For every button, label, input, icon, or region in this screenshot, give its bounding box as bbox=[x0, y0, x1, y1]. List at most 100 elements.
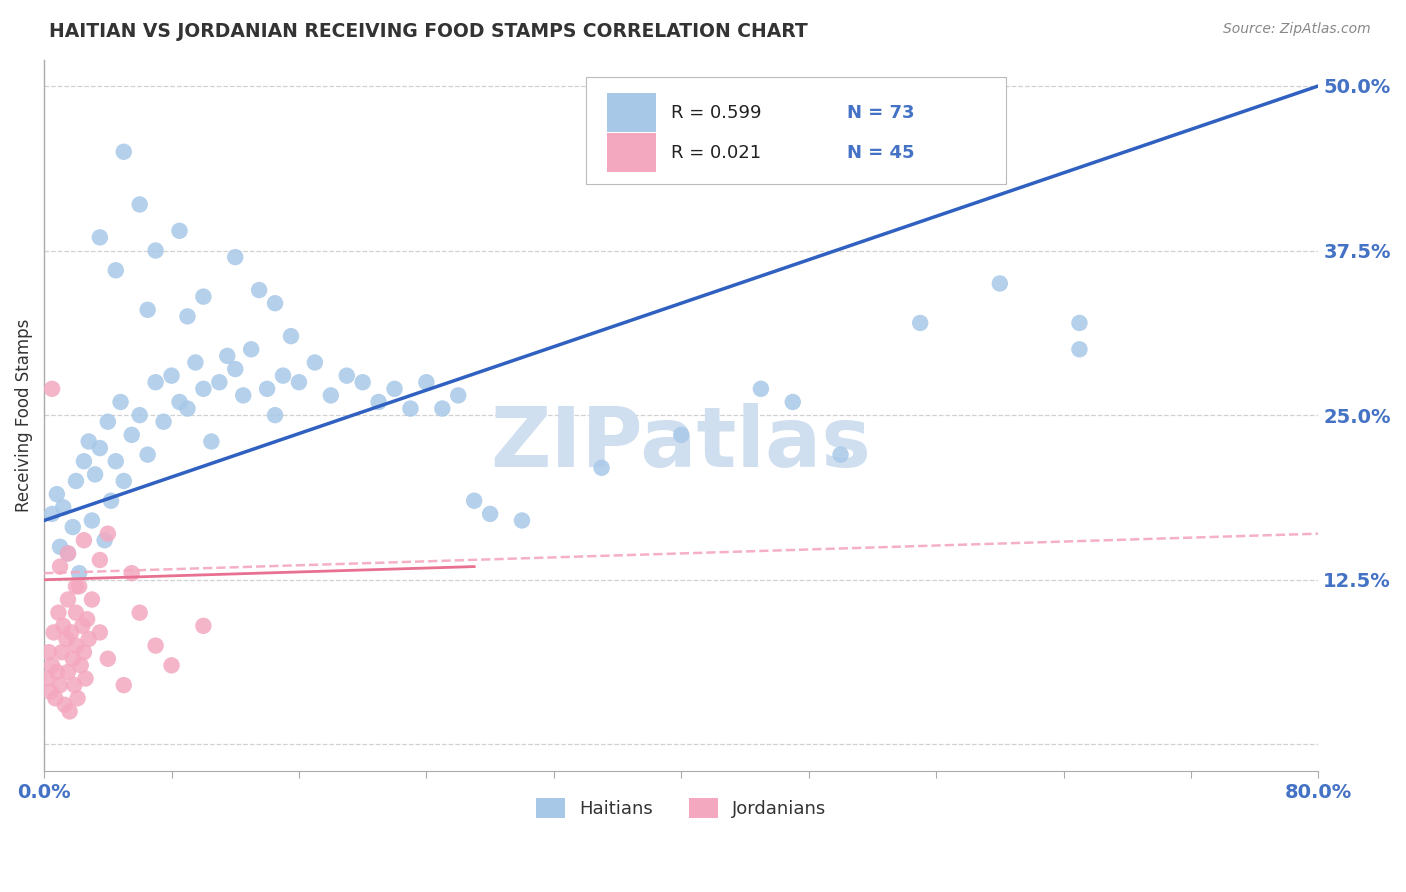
Point bbox=[76, 612, 98, 626]
Legend: Haitians, Jordanians: Haitians, Jordanians bbox=[529, 790, 834, 826]
Point bbox=[62, 652, 84, 666]
Point bbox=[749, 382, 772, 396]
Point bbox=[97, 652, 120, 666]
Point bbox=[80, 592, 103, 607]
Point bbox=[110, 395, 132, 409]
Point bbox=[69, 658, 91, 673]
Point bbox=[217, 349, 239, 363]
Point bbox=[193, 619, 215, 633]
Point bbox=[319, 388, 342, 402]
Point bbox=[128, 408, 150, 422]
Point bbox=[176, 310, 198, 324]
Point bbox=[399, 401, 422, 416]
Point bbox=[89, 230, 111, 244]
Point bbox=[128, 197, 150, 211]
Point bbox=[56, 546, 79, 560]
Point bbox=[432, 401, 454, 416]
Point bbox=[479, 507, 502, 521]
Point bbox=[988, 277, 1011, 291]
Point bbox=[463, 493, 485, 508]
Point bbox=[97, 526, 120, 541]
Point bbox=[352, 376, 374, 390]
Point bbox=[160, 658, 183, 673]
Point bbox=[240, 343, 263, 357]
Point bbox=[280, 329, 302, 343]
Point bbox=[49, 678, 72, 692]
Point bbox=[384, 382, 406, 396]
Point bbox=[89, 441, 111, 455]
Point bbox=[271, 368, 294, 383]
Point bbox=[112, 678, 135, 692]
Point bbox=[52, 500, 75, 515]
Point bbox=[73, 533, 96, 548]
Point bbox=[160, 368, 183, 383]
Text: R = 0.021: R = 0.021 bbox=[671, 144, 761, 161]
Point bbox=[37, 672, 59, 686]
Text: HAITIAN VS JORDANIAN RECEIVING FOOD STAMPS CORRELATION CHART: HAITIAN VS JORDANIAN RECEIVING FOOD STAM… bbox=[49, 22, 808, 41]
Point bbox=[671, 428, 693, 442]
Point bbox=[104, 454, 127, 468]
Point bbox=[65, 639, 87, 653]
Point bbox=[77, 434, 100, 449]
Point bbox=[56, 546, 79, 560]
Point bbox=[152, 415, 174, 429]
Point bbox=[1069, 343, 1091, 357]
Point bbox=[44, 691, 66, 706]
Point bbox=[89, 625, 111, 640]
Point bbox=[45, 665, 67, 679]
Point bbox=[42, 625, 65, 640]
Point bbox=[104, 263, 127, 277]
Point bbox=[100, 493, 122, 508]
Point bbox=[136, 302, 159, 317]
Point bbox=[176, 401, 198, 416]
Point bbox=[58, 705, 80, 719]
Point bbox=[336, 368, 359, 383]
Point bbox=[65, 474, 87, 488]
Point bbox=[169, 395, 191, 409]
Point bbox=[288, 376, 311, 390]
Point bbox=[830, 448, 852, 462]
Point bbox=[136, 448, 159, 462]
Point bbox=[264, 408, 287, 422]
Point bbox=[200, 434, 222, 449]
Point bbox=[184, 355, 207, 369]
Text: ZIPatlas: ZIPatlas bbox=[491, 403, 872, 484]
Point bbox=[224, 250, 246, 264]
Point bbox=[1069, 316, 1091, 330]
Point bbox=[97, 415, 120, 429]
Point bbox=[193, 290, 215, 304]
Point bbox=[415, 376, 437, 390]
Point bbox=[48, 606, 70, 620]
Point bbox=[112, 474, 135, 488]
Point bbox=[908, 316, 931, 330]
Point bbox=[80, 514, 103, 528]
Point bbox=[73, 454, 96, 468]
Point bbox=[67, 566, 90, 581]
Point bbox=[65, 606, 87, 620]
Point bbox=[65, 579, 87, 593]
Point bbox=[38, 645, 60, 659]
Bar bbox=[607, 94, 655, 132]
Point bbox=[208, 376, 231, 390]
Point bbox=[49, 540, 72, 554]
Point bbox=[56, 592, 79, 607]
Point bbox=[73, 645, 96, 659]
Y-axis label: Receiving Food Stamps: Receiving Food Stamps bbox=[15, 318, 32, 512]
Point bbox=[67, 579, 90, 593]
Point bbox=[128, 606, 150, 620]
Point bbox=[49, 559, 72, 574]
Point bbox=[51, 645, 73, 659]
Point bbox=[510, 514, 533, 528]
Point bbox=[447, 388, 470, 402]
Point bbox=[75, 672, 97, 686]
Point bbox=[112, 145, 135, 159]
Point bbox=[367, 395, 389, 409]
Point bbox=[66, 691, 89, 706]
Point bbox=[52, 619, 75, 633]
Point bbox=[232, 388, 254, 402]
Point bbox=[247, 283, 270, 297]
Text: R = 0.599: R = 0.599 bbox=[671, 103, 762, 122]
Point bbox=[41, 507, 63, 521]
Point bbox=[41, 382, 63, 396]
Point bbox=[304, 355, 326, 369]
